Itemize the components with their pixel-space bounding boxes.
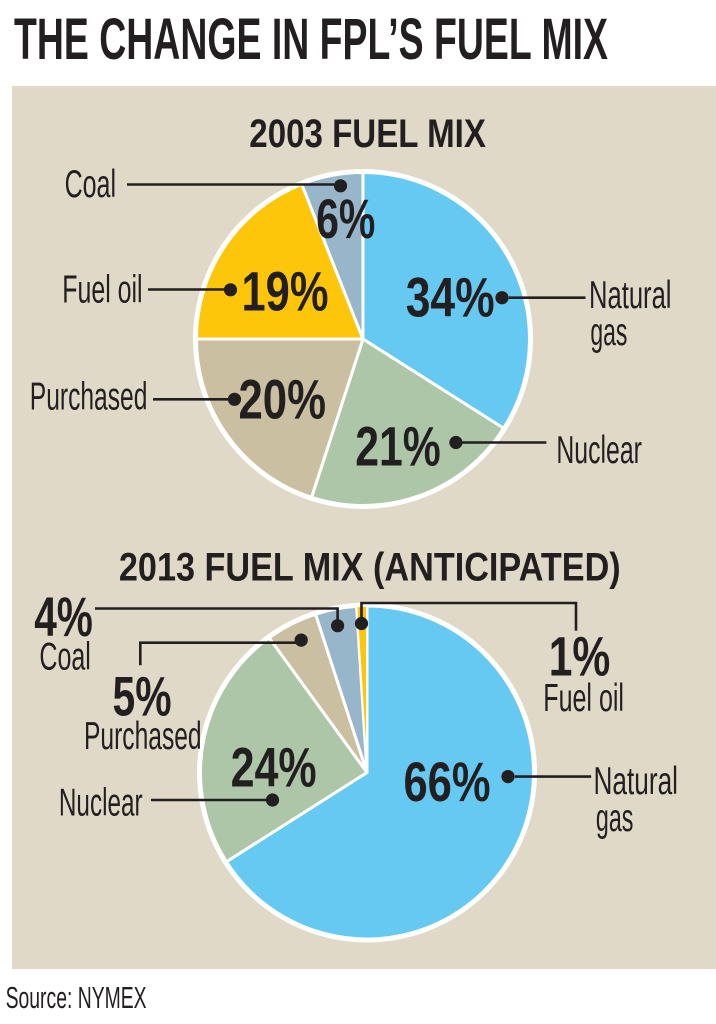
svg-text:4%: 4% <box>34 585 93 648</box>
svg-text:5%: 5% <box>113 665 172 728</box>
svg-text:Natural: Natural <box>594 760 679 803</box>
svg-text:21%: 21% <box>355 414 441 477</box>
svg-text:Fuel oil: Fuel oil <box>62 269 142 312</box>
svg-text:24%: 24% <box>231 735 317 798</box>
svg-text:1%: 1% <box>549 625 611 688</box>
svg-text:66%: 66% <box>404 750 491 813</box>
svg-text:Nuclear: Nuclear <box>59 781 143 824</box>
svg-text:Natural: Natural <box>589 274 672 317</box>
svg-text:gas: gas <box>596 797 634 840</box>
svg-text:2013 FUEL MIX (ANTICIPATED): 2013 FUEL MIX (ANTICIPATED) <box>119 546 621 590</box>
svg-text:19%: 19% <box>242 259 329 322</box>
svg-text:Coal: Coal <box>65 163 116 206</box>
svg-text:34%: 34% <box>406 266 495 329</box>
svg-text:gas: gas <box>590 311 627 354</box>
svg-text:Source: NYMEX: Source: NYMEX <box>6 980 147 1015</box>
svg-text:Nuclear: Nuclear <box>556 429 642 472</box>
svg-text:Fuel oil: Fuel oil <box>543 677 624 720</box>
svg-text:Purchased: Purchased <box>30 375 148 418</box>
svg-text:Purchased: Purchased <box>84 715 202 758</box>
svg-text:6%: 6% <box>316 187 375 250</box>
svg-text:THE CHANGE IN FPL’S FUEL MIX: THE CHANGE IN FPL’S FUEL MIX <box>14 7 608 72</box>
svg-text:2003 FUEL MIX: 2003 FUEL MIX <box>249 112 486 156</box>
svg-text:Coal: Coal <box>39 635 90 678</box>
svg-text:20%: 20% <box>239 367 327 430</box>
